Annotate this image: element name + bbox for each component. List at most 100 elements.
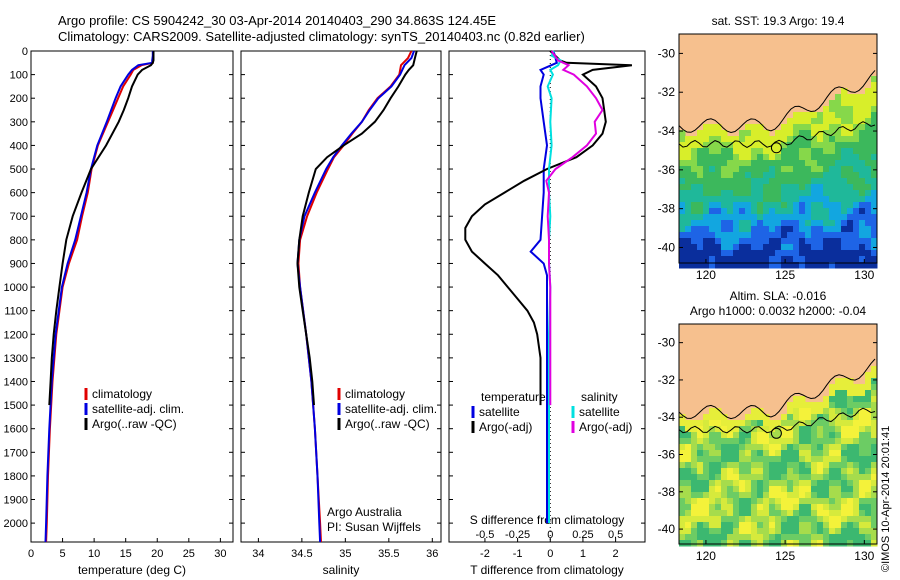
map-cell: [703, 160, 710, 167]
map-cell: [823, 202, 830, 209]
map-cell: [787, 142, 794, 149]
map-cell: [751, 172, 758, 179]
map-cell: [799, 118, 806, 125]
map-cell: [847, 106, 854, 113]
map-cell: [835, 456, 842, 463]
map-cell: [751, 444, 758, 451]
map-cell: [769, 244, 776, 251]
map-cell: [829, 220, 836, 227]
map-cell: [703, 504, 710, 511]
map-cell: [751, 438, 758, 445]
map-cell: [811, 492, 818, 499]
map-cell: [871, 498, 878, 505]
map-cell: [697, 438, 704, 445]
map-cell: [709, 142, 716, 149]
map-cell: [757, 244, 764, 251]
map-cell: [823, 474, 830, 481]
map-cell: [763, 456, 770, 463]
map-cell: [745, 438, 752, 445]
map-cell: [799, 208, 806, 215]
annotation: Argo Australia: [327, 505, 402, 519]
map-cell: [847, 214, 854, 221]
map-cell: [697, 196, 704, 203]
map-cell: [751, 190, 758, 197]
map-cell: [715, 184, 722, 191]
map-cell: [715, 124, 722, 131]
map-cell: [745, 462, 752, 469]
map-cell: [781, 154, 788, 161]
map-cell: [835, 402, 842, 409]
map-cell: [823, 124, 830, 131]
map-cell: [715, 172, 722, 179]
map-cell: [679, 420, 686, 427]
map-cell: [805, 232, 812, 239]
map-cell: [769, 238, 776, 245]
map-cell: [703, 184, 710, 191]
map-cell: [745, 480, 752, 487]
map-cell: [715, 408, 722, 415]
map-cell: [805, 112, 812, 119]
map-cell: [721, 462, 728, 469]
map-cell: [871, 166, 878, 173]
map-cell: [721, 456, 728, 463]
map-cell: [817, 124, 824, 131]
map-cell: [745, 154, 752, 161]
map-cell: [745, 468, 752, 475]
map-cell: [781, 444, 788, 451]
map-cell: [727, 534, 734, 541]
map-cell: [691, 202, 698, 209]
map-cell: [853, 450, 860, 457]
map-cell: [847, 450, 854, 457]
map-cell: [787, 124, 794, 131]
map-cell: [847, 468, 854, 475]
map-cell: [823, 444, 830, 451]
map-cell: [709, 226, 716, 233]
map-cell: [865, 438, 872, 445]
map-cell: [709, 474, 716, 481]
map-cell: [823, 522, 830, 529]
map-cell: [871, 480, 878, 487]
map-cell: [793, 474, 800, 481]
map-cell: [841, 172, 848, 179]
map-cell: [781, 214, 788, 221]
map-cell: [829, 184, 836, 191]
map-cell: [859, 540, 866, 547]
map-cell: [829, 408, 836, 415]
map-cell: [739, 516, 746, 523]
map-cell: [865, 166, 872, 173]
map-cell: [871, 528, 878, 535]
map-cell: [799, 540, 806, 547]
map-cell: [727, 486, 734, 493]
map-cell: [829, 214, 836, 221]
map-cell: [847, 118, 854, 125]
map-cell: [727, 256, 734, 263]
map-cell: [829, 208, 836, 215]
map-cell: [823, 450, 830, 457]
map-cell: [871, 190, 878, 197]
map-cell: [781, 232, 788, 239]
map-cell: [847, 100, 854, 107]
map-cell: [811, 172, 818, 179]
map-cell: [829, 456, 836, 463]
map-cell: [769, 196, 776, 203]
map-cell: [679, 220, 686, 227]
map-cell: [715, 226, 722, 233]
map-cell: [847, 462, 854, 469]
map-cell: [769, 516, 776, 523]
map-cell: [835, 504, 842, 511]
map-cell: [763, 250, 770, 257]
map-cell: [841, 94, 848, 101]
map-cell: [799, 148, 806, 155]
map-cell: [841, 112, 848, 119]
map-cell: [787, 148, 794, 155]
map-cell: [793, 196, 800, 203]
map-cell: [787, 504, 794, 511]
map-cell: [817, 238, 824, 245]
figure-title-line1: Argo profile: CS 5904242_30 03-Apr-2014 …: [58, 13, 497, 28]
map-cell: [793, 414, 800, 421]
map-cell: [829, 390, 836, 397]
map-cell: [721, 414, 728, 421]
map-cell: [865, 372, 872, 379]
map-cell: [805, 130, 812, 137]
map-cell: [739, 178, 746, 185]
